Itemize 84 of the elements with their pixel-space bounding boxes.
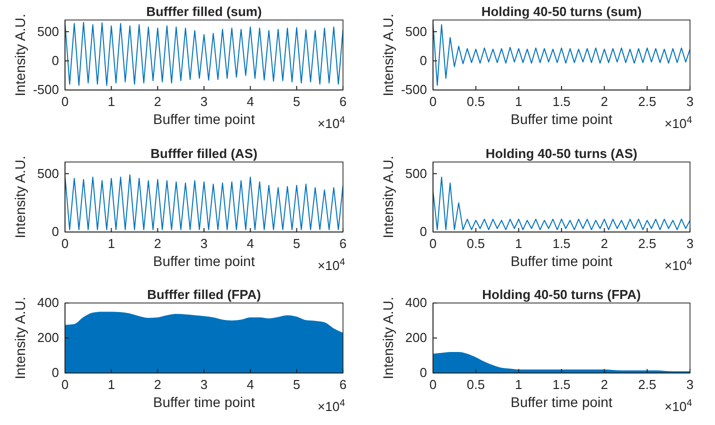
x-tick-label: 2.5	[638, 377, 656, 392]
chart-title: Holding 40-50 turns (AS)	[486, 146, 638, 161]
y-tick-label: 500	[37, 24, 59, 39]
x-tick-label: 1	[108, 236, 115, 252]
y-tick-label: 0	[420, 52, 427, 68]
y-tick-label: 0	[420, 224, 427, 240]
y-tick-label: 0	[52, 224, 59, 240]
y-tick-label: -500	[32, 82, 59, 98]
text: ×10$^{4}$	[664, 398, 693, 414]
x-tick-label: 2.5	[638, 94, 656, 110]
x-tick-label: 4	[246, 94, 254, 110]
x-axis-title: Buffer time point	[510, 253, 612, 269]
chart-title: Bufffer filled (sum)	[146, 4, 262, 19]
x-tick-label: 6	[339, 94, 347, 110]
y-axis-title: Intensity A.U.	[380, 296, 396, 380]
y-axis-title: Intensity A.U.	[380, 14, 396, 96]
x-tick-label: 0	[429, 377, 437, 392]
x-tick-label: 3	[200, 236, 208, 252]
x-tick-label: 3	[686, 236, 694, 252]
x-tick-label: 0	[61, 94, 69, 110]
x-tick-label: 5	[293, 236, 300, 252]
y-axis-title: Intensity A.U.	[380, 156, 396, 238]
x-tick-label: 0.5	[466, 377, 485, 392]
x-tick-label: 4	[246, 377, 254, 392]
x-tick-label: 0	[61, 377, 69, 392]
x-tick-label: 6	[339, 236, 347, 252]
x-tick-label: 2	[600, 94, 608, 110]
x-tick-label: 2	[600, 377, 608, 392]
x-tick-label: 5	[293, 377, 300, 392]
x-tick-label: 1.5	[552, 94, 571, 110]
chart-title: Holding 40-50 turns (FPA)	[482, 287, 641, 302]
text: ×10$^{4}$	[664, 114, 693, 131]
x-tick-label: 1	[515, 236, 522, 252]
y-axis-title: Intensity A.U.	[12, 156, 28, 238]
y-tick-label: 0	[52, 52, 59, 68]
text: ×10$^{4}$	[664, 256, 693, 273]
x-tick-label: 1	[515, 94, 522, 110]
x-tick-label: 2	[154, 236, 162, 252]
x-tick-label: 3	[686, 377, 694, 392]
x-tick-label: 0.5	[466, 94, 485, 110]
y-tick-label: 400	[405, 295, 427, 310]
y-tick-label: -500	[400, 82, 427, 98]
x-tick-label: 3	[686, 94, 694, 110]
x-tick-label: 0	[429, 236, 437, 252]
y-tick-label: 500	[37, 166, 59, 181]
y-tick-label: 200	[405, 330, 427, 346]
y-tick-label: 500	[405, 24, 427, 39]
x-tick-label: 1	[515, 377, 522, 392]
x-tick-label: 2	[154, 377, 162, 392]
x-axis-title: Buffer time point	[153, 111, 255, 127]
x-axis-title: Buffer time point	[510, 394, 612, 410]
x-tick-label: 3	[200, 94, 208, 110]
chart-title: Bufffer filled (FPA)	[147, 287, 261, 302]
y-axis-title: Intensity A.U.	[12, 296, 28, 380]
y-tick-label: 0	[420, 365, 427, 380]
x-tick-label: 1.5	[552, 236, 571, 252]
chart-title: Holding 40-50 turns (sum)	[481, 4, 642, 19]
x-tick-label: 0	[429, 94, 437, 110]
x-tick-label: 2	[154, 94, 162, 110]
y-tick-label: 400	[37, 295, 59, 310]
x-tick-label: 4	[246, 236, 254, 252]
text: ×10$^{4}$	[318, 114, 346, 131]
y-axis-title: Intensity A.U.	[12, 14, 28, 96]
chart-title: Bufffer filled (AS)	[150, 146, 258, 161]
y-tick-label: 500	[405, 166, 427, 181]
text: ×10$^{4}$	[318, 398, 346, 414]
line-series	[65, 22, 343, 86]
line-series	[433, 22, 690, 86]
x-tick-label: 2	[600, 236, 608, 252]
y-tick-label: 0	[52, 365, 59, 380]
x-tick-label: 0	[61, 236, 69, 252]
x-axis-title: Buffer time point	[153, 394, 255, 410]
x-tick-label: 2.5	[638, 236, 656, 252]
x-axis-title: Buffer time point	[153, 253, 255, 269]
x-tick-label: 1.5	[552, 377, 571, 392]
x-tick-label: 3	[200, 377, 208, 392]
x-tick-label: 5	[293, 94, 300, 110]
x-tick-label: 1	[108, 377, 115, 392]
x-tick-label: 0.5	[466, 236, 485, 252]
x-tick-label: 6	[339, 377, 347, 392]
y-tick-label: 200	[37, 330, 59, 346]
x-tick-label: 1	[108, 94, 115, 110]
text: ×10$^{4}$	[318, 256, 346, 273]
x-axis-title: Buffer time point	[510, 111, 612, 127]
